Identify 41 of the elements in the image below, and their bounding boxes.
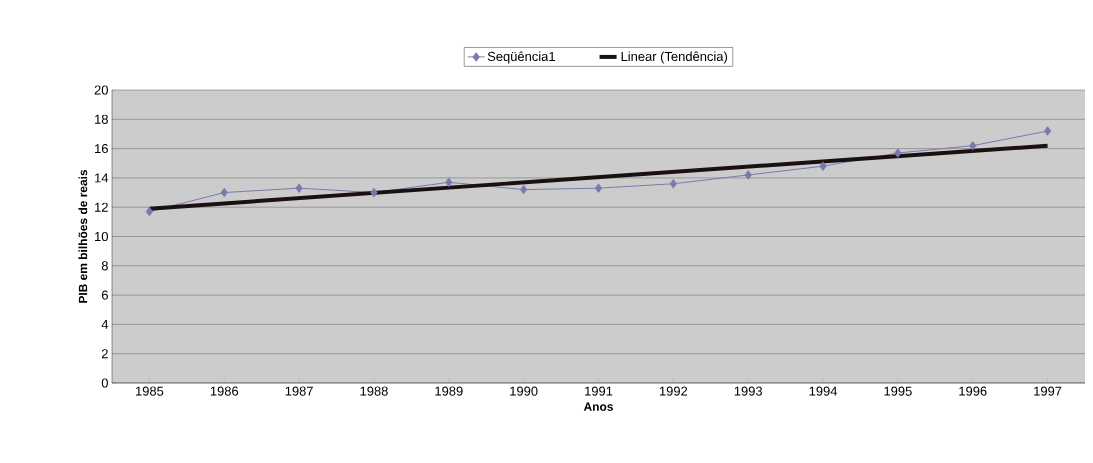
point xyxy=(894,148,902,158)
point xyxy=(220,187,228,198)
point xyxy=(594,183,603,193)
x-tick-label: 1986 xyxy=(210,386,239,396)
x-tick-label: 1994 xyxy=(809,386,838,396)
x-tick-label: 1993 xyxy=(734,386,763,396)
x-tick-label: 1987 xyxy=(285,386,313,396)
x-tick-label: 1991 xyxy=(585,386,613,396)
point xyxy=(145,206,154,217)
point xyxy=(744,170,752,180)
y-tick-label: 18 xyxy=(95,114,108,124)
y-tick-label: 14 xyxy=(95,173,109,183)
x-tick-label: 1996 xyxy=(959,386,987,396)
y-tick-label: 8 xyxy=(101,261,108,271)
y-tick-label: 6 xyxy=(101,290,108,300)
x-tick-label: 1990 xyxy=(510,386,538,396)
legend-label: Seqüência1 xyxy=(487,51,555,64)
legend-label: Linear (Tendência) xyxy=(621,51,728,64)
point xyxy=(370,187,378,198)
y-tick-label: 16 xyxy=(95,144,108,154)
point xyxy=(520,184,528,195)
point xyxy=(669,179,677,189)
x-tick-label: 1992 xyxy=(659,386,688,396)
x-tick-label: 1988 xyxy=(360,386,388,396)
y-tick-label: 4 xyxy=(101,319,109,329)
point xyxy=(819,161,827,171)
y-tick-label: 2 xyxy=(101,349,108,359)
x-tick-label: 1989 xyxy=(435,386,463,396)
y-axis-title: PIB em bilhões de reais xyxy=(78,169,88,303)
point xyxy=(445,177,453,188)
y-tick-label: 20 xyxy=(94,85,108,95)
point xyxy=(295,183,303,193)
y-tick-label: 0 xyxy=(101,378,108,388)
y-tick-label: 10 xyxy=(95,231,108,242)
x-axis-title: Anos xyxy=(583,402,613,411)
point xyxy=(1043,126,1052,136)
y-tick-label: 12 xyxy=(95,202,108,212)
x-tick-label: 1997 xyxy=(1034,386,1062,396)
x-tick-label: 1995 xyxy=(884,386,912,396)
x-tick-label: 1985 xyxy=(136,386,164,396)
point xyxy=(969,140,977,151)
